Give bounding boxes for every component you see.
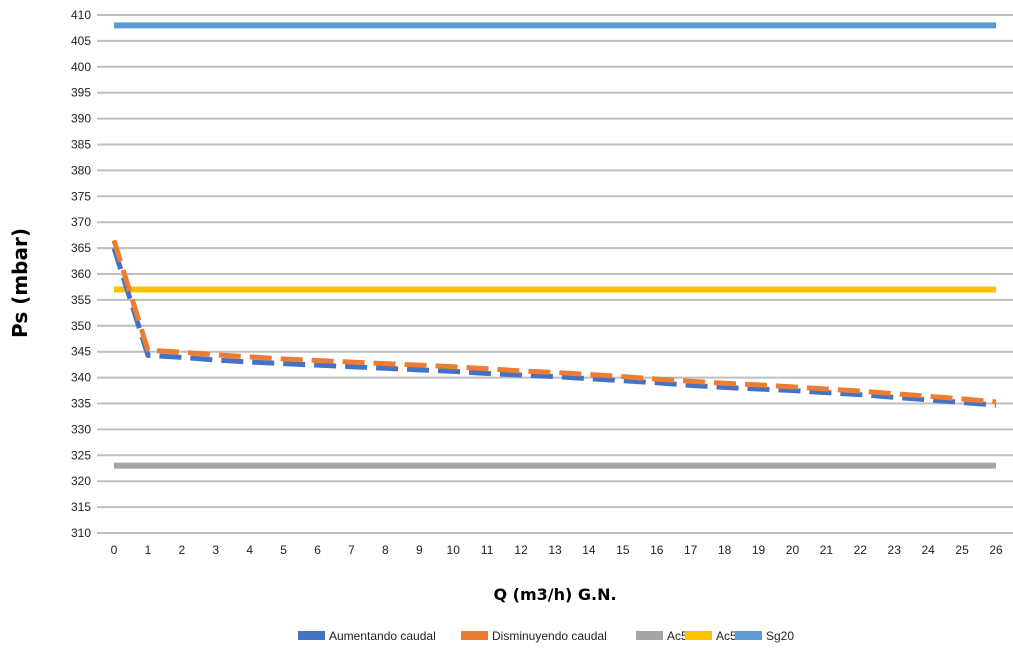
legend-label: Ac5	[716, 629, 737, 643]
x-tick-label: 4	[246, 543, 253, 557]
x-tick-label: 12	[514, 543, 528, 557]
y-tick-label: 355	[71, 293, 91, 307]
x-axis-title: Q (m3/h) G.N.	[493, 585, 616, 604]
x-tick-label: 14	[582, 543, 596, 557]
y-tick-label: 375	[71, 189, 91, 203]
x-tick-label: 5	[280, 543, 287, 557]
y-tick-label: 365	[71, 241, 91, 255]
x-tick-label: 7	[348, 543, 355, 557]
x-tick-label: 9	[416, 543, 423, 557]
x-tick-label: 17	[684, 543, 698, 557]
y-tick-label: 385	[71, 138, 91, 152]
legend-label: Aumentando caudal	[329, 629, 436, 643]
x-tick-label: 2	[179, 543, 186, 557]
x-tick-label: 19	[752, 543, 766, 557]
y-tick-label: 350	[71, 319, 91, 333]
y-tick-labels: 310 315 320 325 330 335 340 345 350 355 360 365 370 3…	[71, 8, 91, 540]
x-tick-label: 11	[481, 543, 494, 557]
gridlines	[97, 14, 1013, 534]
x-tick-label: 25	[955, 543, 969, 557]
x-tick-label: 16	[650, 543, 664, 557]
legend-label: Ac5	[667, 629, 688, 643]
x-tick-label: 23	[888, 543, 902, 557]
series-line-aumentando-caudal	[111, 247, 997, 408]
y-tick-label: 320	[71, 474, 91, 488]
y-axis-title: Ps (mbar)	[8, 228, 32, 338]
legend-swatch	[461, 631, 488, 640]
legend-swatch	[636, 631, 663, 640]
x-tick-label: 10	[447, 543, 461, 557]
y-tick-label: 400	[71, 60, 91, 74]
x-tick-label: 0	[111, 543, 118, 557]
x-tick-labels: 0 1 2 3 4 5 6 7 8 9 10 11 12 13 14 15 16 17 18 19 20 21 22 23 24…	[111, 543, 1003, 557]
x-tick-label: 22	[854, 543, 868, 557]
x-tick-label: 18	[718, 543, 732, 557]
legend-swatch	[685, 631, 712, 640]
x-tick-label: 15	[616, 543, 630, 557]
y-tick-label: 380	[71, 163, 91, 177]
y-tick-label: 325	[71, 448, 91, 462]
legend-swatch	[298, 631, 325, 640]
series-line-disminuyendo-caudal	[111, 239, 997, 405]
y-tick-label: 335	[71, 397, 91, 411]
x-tick-label: 13	[548, 543, 562, 557]
legend-label: Sg20	[766, 629, 794, 643]
series-lines	[111, 22, 997, 469]
y-tick-label: 405	[71, 34, 91, 48]
x-tick-label: 24	[921, 543, 935, 557]
y-tick-label: 360	[71, 267, 91, 281]
legend-swatch	[735, 631, 762, 640]
y-tick-label: 330	[71, 422, 91, 436]
x-tick-label: 21	[820, 543, 834, 557]
y-tick-label: 390	[71, 112, 91, 126]
legend-label: Disminuyendo caudal	[492, 629, 607, 643]
x-tick-label: 26	[989, 543, 1003, 557]
x-tick-label: 20	[786, 543, 800, 557]
x-tick-label: 1	[145, 543, 152, 557]
y-tick-label: 410	[71, 8, 91, 22]
x-tick-label: 3	[212, 543, 219, 557]
y-tick-label: 370	[71, 215, 91, 229]
legend: Aumentando caudal Disminuyendo caudal Ac5 A…	[298, 629, 794, 643]
y-tick-label: 340	[71, 371, 91, 385]
y-tick-label: 310	[71, 526, 91, 540]
x-tick-label: 8	[382, 543, 389, 557]
y-tick-label: 315	[71, 500, 91, 514]
y-tick-label: 395	[71, 86, 91, 100]
y-tick-label: 345	[71, 345, 91, 359]
x-tick-label: 6	[314, 543, 321, 557]
